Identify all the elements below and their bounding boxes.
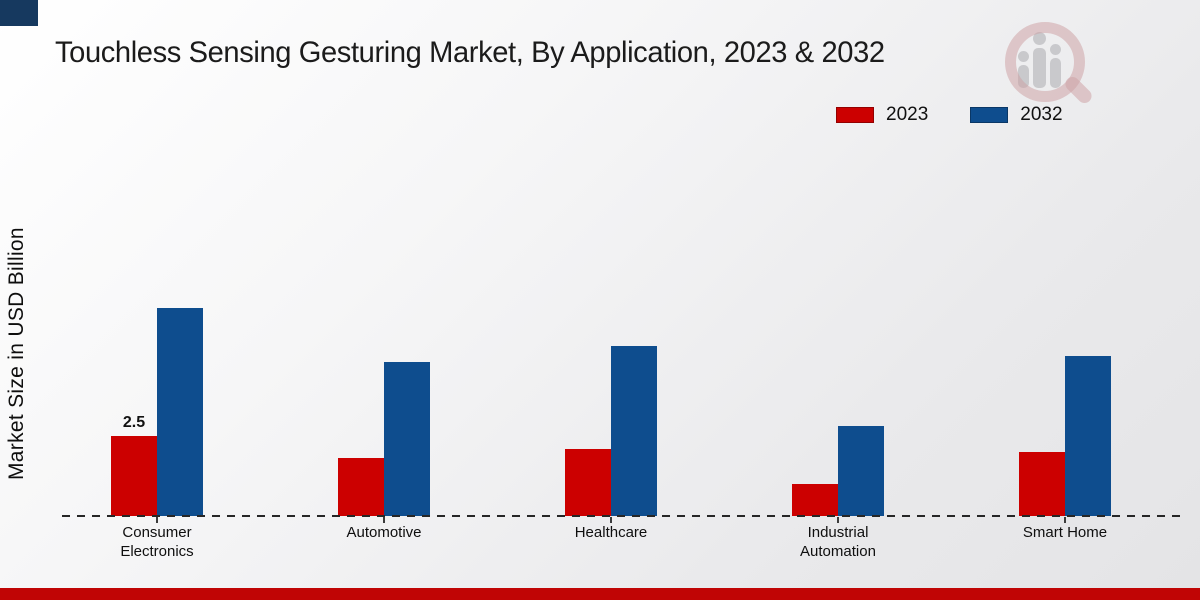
legend: 2023 2032 — [836, 104, 1063, 126]
chart-title: Touchless Sensing Gesturing Market, By A… — [55, 36, 885, 69]
legend-swatch-2032 — [970, 107, 1009, 123]
bar-2023-smart-home — [1019, 452, 1065, 516]
x-axis-tick — [837, 517, 839, 523]
y-axis-label: Market Size in USD Billion — [5, 227, 28, 481]
x-axis-baseline — [62, 515, 1185, 517]
x-axis-tick — [1064, 517, 1066, 523]
legend-item-2032: 2032 — [970, 104, 1063, 126]
x-axis-label-automotive: Automotive — [346, 524, 422, 541]
x-axis-tick — [610, 517, 612, 523]
legend-label-2032: 2032 — [1020, 104, 1063, 125]
x-axis-label-consumer-electronics: Consumer Electronics — [120, 524, 194, 560]
bar-2032-healthcare — [611, 346, 657, 516]
bar-2032-automotive — [384, 362, 430, 516]
legend-label-2023: 2023 — [886, 104, 929, 125]
bar-2023-automotive — [338, 458, 384, 516]
bar-2032-smart-home — [1065, 356, 1111, 516]
legend-item-2023: 2023 — [836, 104, 928, 126]
corner-accent — [0, 0, 38, 26]
x-axis-tick — [383, 517, 385, 523]
bar-2023-healthcare — [565, 449, 611, 516]
bar-value-label: 2.5 — [122, 414, 146, 431]
x-axis-label-healthcare: Healthcare — [574, 524, 648, 541]
x-axis-label-industrial-automation: Industrial Automation — [800, 524, 876, 560]
x-axis-label-smart-home: Smart Home — [1022, 524, 1108, 541]
bar-2023-industrial-automation — [792, 484, 838, 516]
magnifier-ring-icon — [1005, 22, 1085, 102]
bar-2032-consumer-electronics — [157, 308, 203, 516]
legend-swatch-2023 — [836, 107, 874, 123]
magnifier-bar-chart-logo-icon — [1002, 20, 1095, 114]
x-axis-tick — [156, 517, 158, 523]
bar-2032-industrial-automation — [838, 426, 884, 516]
bar-2023-consumer-electronics — [111, 436, 157, 516]
footer-bar — [0, 588, 1200, 600]
